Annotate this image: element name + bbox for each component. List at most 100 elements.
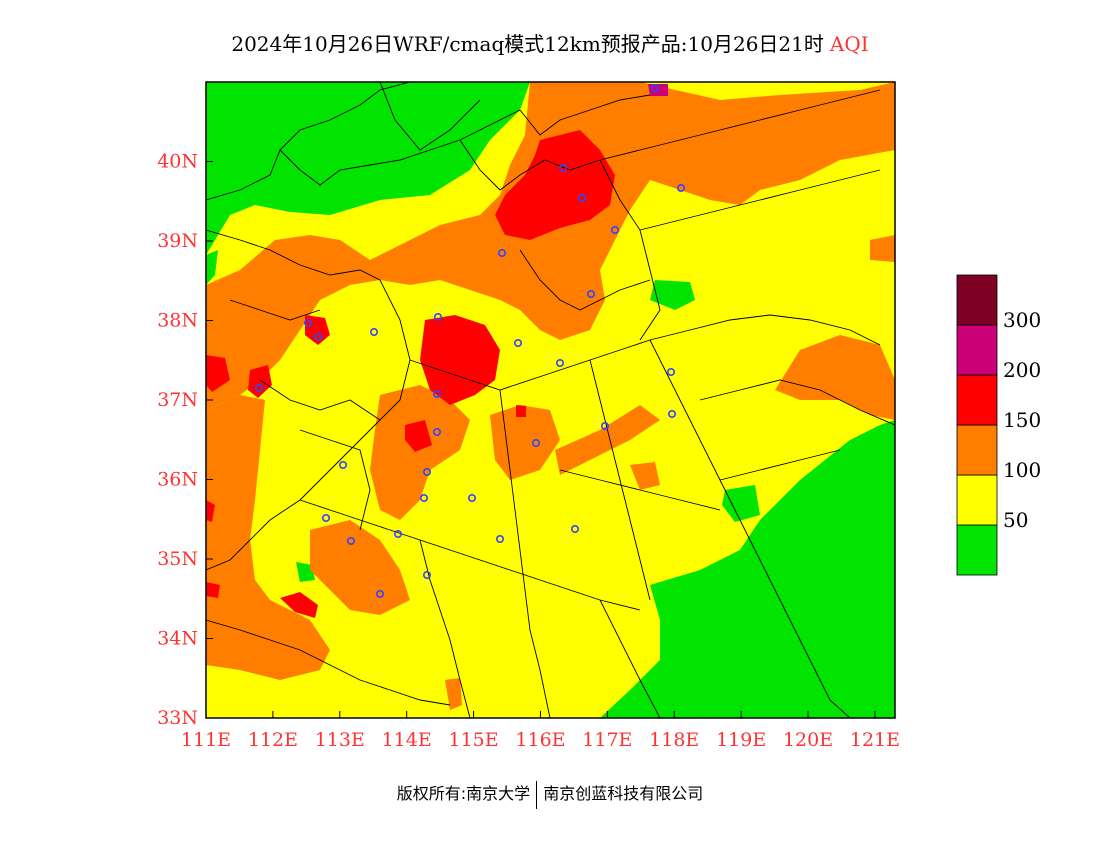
y-tick-label: 40N bbox=[157, 151, 198, 173]
station-marker bbox=[346, 536, 355, 545]
station-marker bbox=[432, 427, 441, 436]
legend-label: 300 bbox=[1003, 308, 1041, 332]
y-tick-label: 39N bbox=[157, 230, 198, 252]
map-title: 2024年10月26日WRF/cmaq模式12km预报产品:10月26日21时 A… bbox=[0, 28, 1100, 57]
y-tick-label: 37N bbox=[157, 389, 198, 411]
station-marker bbox=[393, 529, 402, 538]
station-marker bbox=[666, 367, 675, 376]
aqi-zone-unhealthy-north bbox=[495, 130, 615, 240]
aqi-zone-unhealthy-patch bbox=[206, 500, 215, 522]
station-marker bbox=[375, 589, 384, 598]
aqi-zone-unhealthy-patch bbox=[405, 420, 432, 452]
aqi-zone-unhealthy-central bbox=[420, 315, 500, 405]
aqi-zone-unhealthy-patch bbox=[280, 592, 318, 618]
monitoring-stations bbox=[255, 84, 685, 598]
aqi-zone-unhealthy-patch bbox=[206, 355, 230, 392]
legend-swatch bbox=[956, 374, 998, 426]
y-tick-label: 35N bbox=[157, 548, 198, 570]
aqi-zone-good-southeast bbox=[600, 420, 895, 718]
footer-right: 南京创蓝科技有限公司 bbox=[543, 784, 704, 803]
x-tick-label: 115E bbox=[449, 729, 499, 751]
station-marker bbox=[321, 513, 330, 522]
aqi-zone-usg-east bbox=[870, 235, 895, 262]
aqi-zone-usg-west bbox=[206, 395, 330, 680]
x-tick-label: 121E bbox=[850, 729, 900, 751]
x-tick-label: 120E bbox=[783, 729, 833, 751]
station-marker bbox=[369, 327, 378, 336]
station-marker bbox=[422, 467, 431, 476]
aqi-zone-usg-east bbox=[775, 335, 895, 420]
aqi-zone-unhealthy-patch bbox=[516, 405, 526, 417]
station-marker bbox=[495, 534, 504, 543]
x-tick-label: 112E bbox=[248, 729, 298, 751]
y-tick-label: 36N bbox=[157, 469, 198, 491]
station-marker bbox=[531, 438, 540, 447]
legend-swatch bbox=[956, 524, 998, 576]
aqi-zone-usg-central bbox=[370, 385, 470, 520]
x-tick-label: 113E bbox=[315, 729, 365, 751]
legend-label: 50 bbox=[1003, 508, 1028, 532]
x-axis: 111E 112E 113E 114E 115E 116E 117E 118E 119E 120E… bbox=[181, 711, 900, 751]
aqi-zone-usg-central bbox=[490, 405, 560, 480]
aqi-zone-usg-band bbox=[555, 405, 660, 475]
aqi-field bbox=[206, 82, 895, 718]
legend-swatch bbox=[956, 424, 998, 476]
legend-swatch bbox=[956, 274, 998, 326]
station-marker bbox=[570, 524, 579, 533]
station-marker bbox=[467, 493, 476, 502]
aqi-zone-usg-north bbox=[206, 82, 895, 410]
legend-label: 100 bbox=[1003, 458, 1041, 482]
station-marker bbox=[303, 318, 312, 327]
station-marker bbox=[313, 332, 322, 341]
footer-divider bbox=[536, 780, 538, 809]
footer-left: 版权所有:南京大学 bbox=[396, 784, 531, 803]
aqi-zone-good-patch bbox=[650, 280, 695, 310]
x-tick-label: 118E bbox=[649, 729, 699, 751]
aqi-legend: 50 100 150 200 300 bbox=[956, 274, 1041, 576]
aqi-zone-usg-southwest bbox=[310, 520, 410, 615]
aqi-zone-good-patch bbox=[722, 485, 760, 522]
station-marker bbox=[650, 84, 659, 93]
aqi-zone-usg-patch bbox=[630, 462, 660, 490]
station-marker bbox=[338, 460, 347, 469]
title-variable: AQI bbox=[829, 32, 869, 56]
legend-label: 200 bbox=[1003, 358, 1041, 382]
x-tick-label: 114E bbox=[382, 729, 432, 751]
y-tick-label: 33N bbox=[157, 707, 198, 729]
station-marker bbox=[676, 184, 685, 193]
y-axis: 33N 34N 35N 36N 37N 38N 39N 40N bbox=[157, 151, 213, 729]
y-tick-label: 38N bbox=[157, 310, 198, 332]
station-marker bbox=[513, 338, 522, 347]
legend-swatch bbox=[956, 474, 998, 526]
aqi-zone-good-patch bbox=[206, 250, 218, 285]
aqi-zone-unhealthy-patch bbox=[206, 582, 220, 598]
x-tick-label: 111E bbox=[181, 729, 231, 751]
y-tick-label: 34N bbox=[157, 628, 198, 650]
x-tick-label: 117E bbox=[582, 729, 632, 751]
administrative-boundaries bbox=[206, 82, 895, 718]
legend-swatch bbox=[956, 324, 998, 376]
station-marker bbox=[422, 570, 431, 579]
station-marker bbox=[433, 312, 442, 321]
station-marker bbox=[586, 289, 595, 298]
aqi-zone-good-northwest bbox=[206, 82, 530, 255]
title-main: 2024年10月26日WRF/cmaq模式12km预报产品:10月26日21时 bbox=[231, 32, 824, 56]
station-marker bbox=[255, 383, 264, 392]
station-marker bbox=[667, 409, 676, 418]
legend-label: 150 bbox=[1003, 408, 1041, 432]
station-marker bbox=[432, 389, 441, 398]
station-marker bbox=[555, 358, 564, 367]
station-marker bbox=[610, 226, 619, 235]
station-marker bbox=[577, 194, 586, 203]
aqi-zone-usg-patch bbox=[445, 678, 462, 710]
x-tick-label: 116E bbox=[515, 729, 565, 751]
station-marker bbox=[600, 421, 609, 430]
aqi-zone-unhealthy-patch bbox=[248, 365, 272, 398]
footer: 版权所有:南京大学 南京创蓝科技有限公司 bbox=[0, 780, 1100, 809]
x-tick-label: 119E bbox=[716, 729, 766, 751]
station-marker bbox=[497, 249, 506, 258]
station-marker bbox=[558, 164, 567, 173]
station-marker bbox=[419, 493, 428, 502]
